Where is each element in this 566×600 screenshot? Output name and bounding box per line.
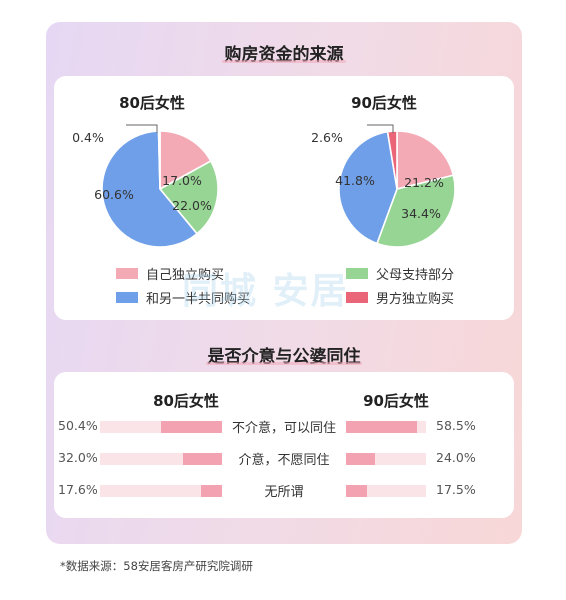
bar-value-90s: 58.5% bbox=[436, 418, 476, 433]
legend-swatch-parents bbox=[346, 268, 368, 279]
legend-swatch-self bbox=[116, 268, 138, 279]
bar-track-80s bbox=[100, 453, 222, 465]
pie-80s-label-husband: 0.4% bbox=[72, 130, 104, 145]
bar-track-90s bbox=[346, 485, 426, 497]
pie-charts: 17.0% 22.0% 60.6% 0.4% 21.2% 34.4% 41.8% 2.6% bbox=[72, 124, 456, 248]
bar-fill-80s bbox=[200, 485, 222, 497]
pie-90s-slice-husband bbox=[386, 130, 398, 190]
bar-value-90s: 24.0% bbox=[436, 450, 476, 465]
legend-label-husband: 男方独立购买 bbox=[376, 292, 455, 307]
pie-80s-slice-joint bbox=[101, 130, 199, 248]
bar-track-90s bbox=[346, 453, 426, 465]
pie-80s-slice-self bbox=[159, 130, 212, 191]
bar-category-label: 无所谓 bbox=[264, 485, 304, 500]
title-underline-2 bbox=[206, 362, 362, 365]
pie-90s-callout-line bbox=[367, 124, 394, 133]
pie-90s-slice-self bbox=[396, 130, 455, 191]
pie-80s-slice-husband bbox=[157, 130, 161, 190]
bar-track-80s bbox=[100, 421, 222, 433]
title-underline bbox=[222, 60, 346, 63]
bar-value-80s: 50.4% bbox=[58, 418, 98, 433]
pie-80s-label-parents: 22.0% bbox=[172, 198, 212, 213]
legend-label-parents: 父母支持部分 bbox=[376, 268, 455, 283]
pie-80s-slice-parents bbox=[158, 159, 219, 235]
pie-80s-callout-line bbox=[126, 124, 158, 133]
pie-title-80s: 80后女性 bbox=[119, 94, 185, 112]
bar-value-90s: 17.5% bbox=[436, 482, 476, 497]
bar-category-label: 介意，不愿同住 bbox=[238, 453, 330, 468]
legend-swatch-joint bbox=[116, 292, 138, 303]
bar-value-80s: 32.0% bbox=[58, 450, 98, 465]
pie-90s-label-self: 21.2% bbox=[404, 175, 444, 190]
legend-label-joint: 和另一半共同购买 bbox=[146, 292, 251, 307]
infographic-frame: 购房资金的来源 80后女性 90后女性 17.0% 22.0% 60.6% 0.4% 2… bbox=[46, 22, 522, 544]
legend-item-husband: 男方独立购买 bbox=[346, 288, 454, 307]
bar-title-80s: 80后女性 bbox=[153, 392, 219, 410]
bar-value-80s: 17.6% bbox=[58, 482, 98, 497]
pie-90s-slice-parents bbox=[375, 174, 456, 248]
pie-90s-label-joint: 41.8% bbox=[335, 173, 375, 188]
bar-fill-80s bbox=[160, 421, 222, 433]
pie-90s-label-parents: 34.4% bbox=[401, 206, 441, 221]
bar-fill-90s bbox=[346, 421, 418, 433]
cohabitation-card: 80后女性 90后女性 50.4% 不介意，可以同住 58.5% 32.0% 介意，不愿… bbox=[54, 372, 514, 518]
pie-80s-label-joint: 60.6% bbox=[94, 187, 134, 202]
bar-category-label: 不介意，可以同住 bbox=[231, 421, 336, 436]
funding-card: 80后女性 90后女性 17.0% 22.0% 60.6% 0.4% 21.2% 34.4… bbox=[54, 76, 514, 320]
legend-label-self: 自己独立购买 bbox=[146, 268, 225, 283]
legend-swatch-husband bbox=[346, 292, 368, 303]
pie-90s-label-husband: 2.6% bbox=[311, 130, 343, 145]
legend-item-parents: 父母支持部分 bbox=[346, 264, 454, 283]
bar-track-90s bbox=[346, 421, 426, 433]
pie-90s-slice-joint bbox=[338, 130, 398, 245]
pie-80s-label-self: 17.0% bbox=[162, 173, 202, 188]
legend-item-joint: 和另一半共同购买 bbox=[116, 288, 250, 307]
bar-fill-80s bbox=[182, 453, 222, 465]
data-source-note: *数据来源：58安居客房产研究院调研 bbox=[60, 559, 253, 573]
bar-fill-90s bbox=[346, 453, 376, 465]
bar-title-90s: 90后女性 bbox=[363, 392, 429, 410]
pie-title-90s: 90后女性 bbox=[351, 94, 417, 112]
watermark: 同城 安居 bbox=[182, 271, 349, 312]
bar-fill-90s bbox=[346, 485, 368, 497]
bar-track-80s bbox=[100, 485, 222, 497]
legend-item-self: 自己独立购买 bbox=[116, 264, 224, 283]
